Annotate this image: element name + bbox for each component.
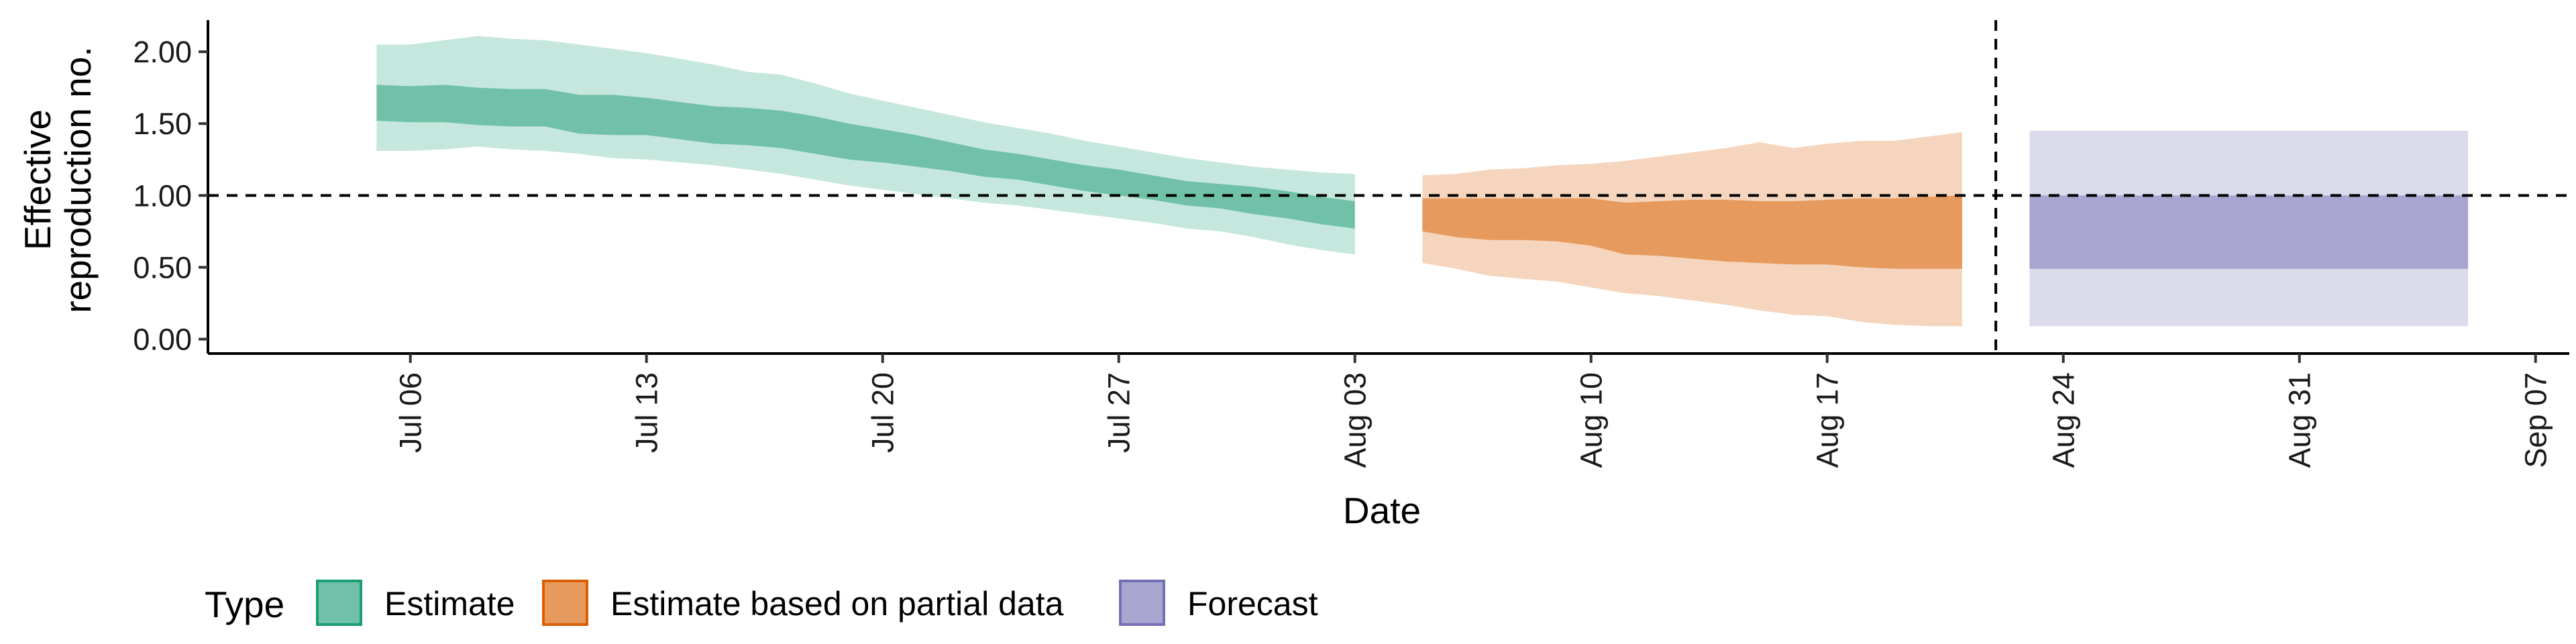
axes: 0.00 0.50 1.00 1.50 2.00 Jul 06 Jul 13 Jul 20 Ju…	[133, 20, 2569, 468]
y-axis-title: Effective reproduction no.	[17, 46, 99, 313]
x-tick-label: Jul 13	[630, 372, 664, 453]
legend-label-forecast: Forecast	[1187, 585, 1318, 623]
legend-label-estimate: Estimate	[384, 585, 515, 623]
legend-key-forecast	[1119, 580, 1165, 626]
y-tick-label: 1.00	[133, 178, 192, 213]
y-axis-title-line-2: reproduction no.	[57, 46, 99, 313]
x-axis-title: Date	[1343, 490, 1421, 531]
legend: Type Estimate Estimate based on partial …	[205, 580, 1318, 626]
y-axis-title-line-1: Effective	[17, 109, 58, 250]
y-tick-label: 1.50	[133, 107, 192, 141]
x-tick-label: Aug 31	[2283, 372, 2317, 468]
y-tick-label: 2.00	[133, 35, 192, 69]
band-50-forecast	[2029, 195, 2469, 269]
x-tick-label: Aug 03	[1338, 372, 1373, 468]
legend-title: Type	[205, 584, 284, 625]
x-tick-label: Aug 10	[1574, 372, 1609, 468]
x-tick-label: Sep 07	[2519, 372, 2553, 468]
legend-key-partial	[542, 580, 588, 626]
band-50-estimate	[376, 85, 1355, 229]
band-50-estimate-based-on-partial-data	[1422, 195, 1962, 269]
x-tick-label: Aug 17	[1811, 372, 1845, 468]
bands-layer	[376, 36, 2469, 327]
legend-label-partial: Estimate based on partial data	[610, 585, 1064, 623]
x-tick-label: Jul 06	[394, 372, 428, 453]
x-tick-label: Jul 27	[1102, 372, 1136, 453]
x-tick-label: Aug 24	[2047, 372, 2081, 468]
y-tick-label: 0.50	[133, 250, 192, 284]
legend-key-estimate	[316, 580, 362, 626]
y-tick-label: 0.00	[133, 323, 192, 357]
x-tick-label: Jul 20	[866, 372, 900, 453]
